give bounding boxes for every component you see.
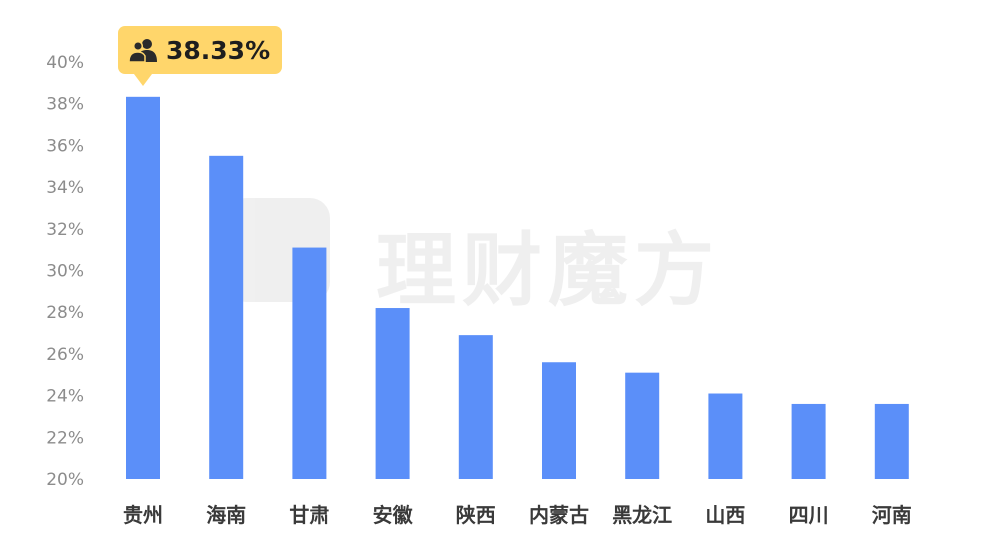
watermark-text: 理财魔方 [376,224,720,317]
bar [458,335,493,479]
bar [625,372,660,479]
y-tick-label: 22% [46,428,84,448]
bar [874,403,909,479]
y-tick-label: 26% [46,345,84,365]
x-tick-label: 四川 [789,503,829,527]
x-tick-label: 陕西 [456,503,496,527]
x-tick-label: 河南 [872,503,912,527]
bar [209,155,244,479]
x-tick-label: 甘肃 [289,503,329,527]
highlight-value: 38.33% [166,35,271,65]
bar [708,393,743,479]
y-tick-label: 28% [46,303,84,323]
y-tick-label: 40% [46,53,84,73]
bar [791,403,826,479]
bar [126,96,160,479]
x-tick-label: 安徽 [373,503,414,527]
y-tick-label: 36% [46,136,84,156]
x-tick-label: 内蒙古 [529,503,589,527]
x-tick-label: 山西 [705,503,745,527]
users-icon [128,39,157,62]
bar [292,247,327,479]
x-tick-label: 海南 [206,503,246,527]
x-tick-label: 黑龙江 [612,503,672,527]
y-tick-label: 24% [46,387,84,407]
y-tick-label: 38% [46,95,84,115]
bar [375,308,410,479]
y-tick-label: 30% [46,262,84,282]
y-tick-label: 32% [46,220,84,240]
y-tick-label: 34% [46,178,84,198]
bar [542,362,576,479]
highlight-tooltip: 38.33% [118,26,283,86]
y-tick-label: 20% [46,470,84,490]
watermark: 理财魔方 [226,198,746,317]
x-tick-label: 贵州 [123,503,163,527]
